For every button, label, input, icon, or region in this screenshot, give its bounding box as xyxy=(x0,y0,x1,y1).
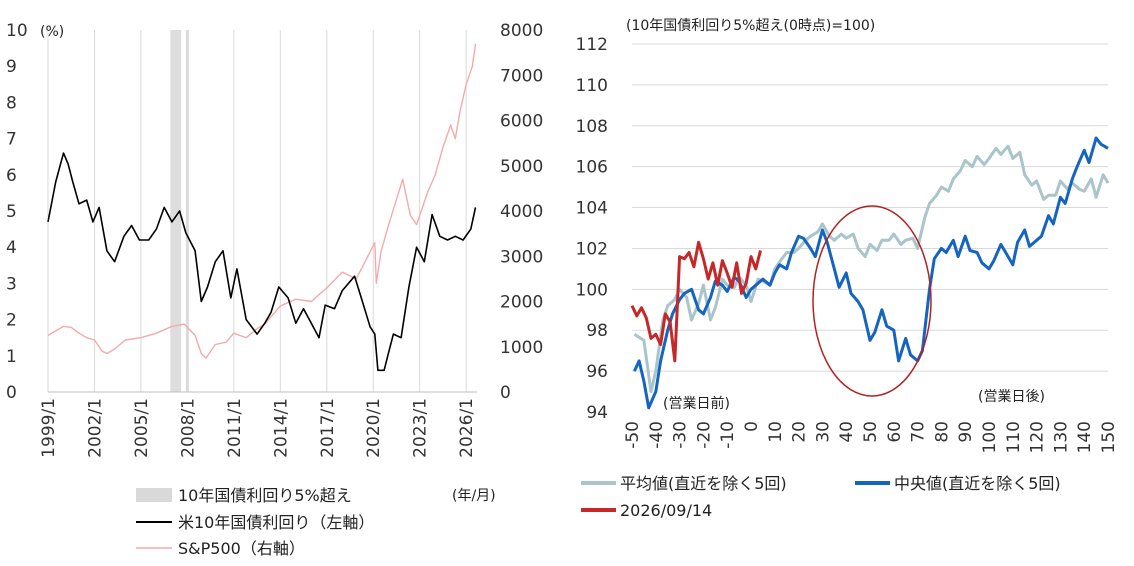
right-chart-x-tick-150: 150 xyxy=(1099,421,1119,453)
right-chart-x-tick--40: -40 xyxy=(647,421,667,449)
left-x-tick-2008/1: 2008/1 xyxy=(178,398,198,458)
left-y-tick-2: 2 xyxy=(6,311,17,331)
left-x-tick-labels: 1999/1 2002/1 2005/1 2008/1 2011/1 2014/1 2017… xyxy=(39,398,477,458)
right-chart-x-tick-60: 60 xyxy=(885,421,905,443)
right-chart-x-tick-110: 110 xyxy=(1004,421,1024,453)
left-y-tick-6: 6 xyxy=(6,166,17,186)
left-axis-unit: (%) xyxy=(40,24,64,40)
left-y-tick-5: 5 xyxy=(6,202,17,222)
highlight-ellipse xyxy=(812,205,932,397)
series-us10y-line xyxy=(47,152,477,372)
left-series-lines xyxy=(47,43,477,372)
right-chart-x-tick--10: -10 xyxy=(718,421,738,449)
left-x-tick-2005/1: 2005/1 xyxy=(132,398,152,458)
left-y-tick-1: 1 xyxy=(6,347,17,367)
left-y-tick-9: 9 xyxy=(6,57,17,77)
right-chart-y-tick-102: 102 xyxy=(576,239,608,259)
right-chart-x-tick-120: 120 xyxy=(1028,421,1048,453)
right-chart-y-tick-94: 94 xyxy=(586,403,608,423)
right-chart-y-tick-96: 96 xyxy=(586,362,608,382)
left-x-tick-1999/1: 1999/1 xyxy=(39,398,59,458)
right-y-tick-2000: 2000 xyxy=(500,293,543,313)
right-chart-x-tick-20: 20 xyxy=(790,421,810,443)
legend-current-label: 2026/09/14 xyxy=(620,501,712,520)
shaded-period-0 xyxy=(170,30,182,392)
right-chart-x-tick-40: 40 xyxy=(837,421,857,443)
left-vertical-gridlines xyxy=(47,30,467,392)
legend-mean-label: 平均値(直近を除く5回) xyxy=(620,474,787,493)
x-unit-label: (年/月) xyxy=(452,488,496,504)
series-mean-line xyxy=(633,144,1110,394)
right-y-tick-7000: 7000 xyxy=(500,66,543,86)
right-chart-title: (10年国債利回り5%超え(0時点)=100) xyxy=(626,18,875,34)
right-chart-x-tick-140: 140 xyxy=(1075,421,1095,453)
right-chart-x-tick-130: 130 xyxy=(1051,421,1071,453)
left-chart: (%) 1999/1 2002/1 2005/1 2008/1 2011/1 2014/1… xyxy=(6,21,543,558)
right-y-tick-1000: 1000 xyxy=(500,338,543,358)
right-chart-y-tick-104: 104 xyxy=(576,199,608,219)
right-chart-y-tick-98: 98 xyxy=(586,321,608,341)
series-median-line xyxy=(633,136,1109,410)
series-current-line xyxy=(630,240,762,363)
left-x-tick-2026/1: 2026/1 xyxy=(457,398,477,458)
right-chart-x-tick-80: 80 xyxy=(932,421,952,443)
right-chart-x-tick-30: 30 xyxy=(813,421,833,443)
shaded-period-1 xyxy=(185,30,189,392)
legend-shade-label: 10年国債利回り5%超え xyxy=(178,486,352,505)
left-x-tick-2011/1: 2011/1 xyxy=(225,398,245,458)
left-y-tick-8: 8 xyxy=(6,93,17,113)
right-y-tick-4000: 4000 xyxy=(500,202,543,222)
right-chart-x-tick-100: 100 xyxy=(980,421,1000,453)
right-chart-y-tick-110: 110 xyxy=(576,76,608,96)
legend-median-label: 中央値(直近を除く5回) xyxy=(894,474,1061,493)
left-x-tick-2014/1: 2014/1 xyxy=(271,398,291,458)
annotation-after: (営業日後) xyxy=(978,389,1045,405)
left-y-tick-3: 3 xyxy=(6,274,17,294)
right-chart: (10年国債利回り5%超え(0時点)=100) 9496981001021041… xyxy=(576,18,1119,520)
left-x-tick-2023/1: 2023/1 xyxy=(411,398,431,458)
right-series-lines xyxy=(630,136,1110,410)
left-x-tick-2002/1: 2002/1 xyxy=(85,398,105,458)
right-y-tick-5000: 5000 xyxy=(500,157,543,177)
legend-shade-swatch xyxy=(136,488,172,502)
legend-sp500-label: S&P500（右軸） xyxy=(178,539,305,558)
right-y-tick-6000: 6000 xyxy=(500,112,543,132)
legend-yield-label: 米10年国債利回り（左軸） xyxy=(178,513,374,532)
right-chart-x-tick-90: 90 xyxy=(956,421,976,443)
right-chart-x-tick-50: 50 xyxy=(861,421,881,443)
right-chart-y-tick-112: 112 xyxy=(576,35,608,55)
right-chart-x-tick--20: -20 xyxy=(694,421,714,449)
right-chart-y-tick-108: 108 xyxy=(576,117,608,137)
left-y-tick-4: 4 xyxy=(6,238,17,258)
left-y-tick-labels: 0 1 2 3 4 5 6 7 8 9 10 xyxy=(6,21,28,403)
right-chart-x-tick-0: 0 xyxy=(742,421,762,432)
left-shaded-periods xyxy=(170,30,189,392)
left-x-tick-2020/1: 2020/1 xyxy=(364,398,384,458)
left-x-tick-2017/1: 2017/1 xyxy=(318,398,338,458)
left-y-tick-7: 7 xyxy=(6,130,17,150)
right-chart-y-tick-106: 106 xyxy=(576,158,608,178)
left-y-tick-0: 0 xyxy=(6,383,17,403)
right-y-tick-0: 0 xyxy=(500,383,511,403)
right-chart-y-tick-100: 100 xyxy=(576,280,608,300)
right-chart-x-tick-10: 10 xyxy=(766,421,786,443)
right-chart-x-tick--30: -30 xyxy=(671,421,691,449)
series-sp500-line xyxy=(47,43,477,359)
annotation-before: (営業日前) xyxy=(663,395,730,412)
right-chart-x-tick-70: 70 xyxy=(909,421,929,443)
right-chart-x-tick--50: -50 xyxy=(623,421,643,449)
right-chart-y-tick-labels: 94 96 98 100 102 104 106 108 110 112 xyxy=(576,35,608,423)
right-y-tick-8000: 8000 xyxy=(500,21,543,41)
left-y-tick-10: 10 xyxy=(6,21,28,41)
right-chart-x-tick-labels: -50 -40 -30 -20 -10 0 10 20 30 40 50 60 70 80 90 100 110… xyxy=(623,421,1119,453)
right-horizontal-gridlines xyxy=(632,43,1108,372)
right-y-tick-labels: 0 1000 2000 3000 4000 5000 6000 7000 8000 xyxy=(500,21,543,403)
right-y-tick-3000: 3000 xyxy=(500,247,543,267)
